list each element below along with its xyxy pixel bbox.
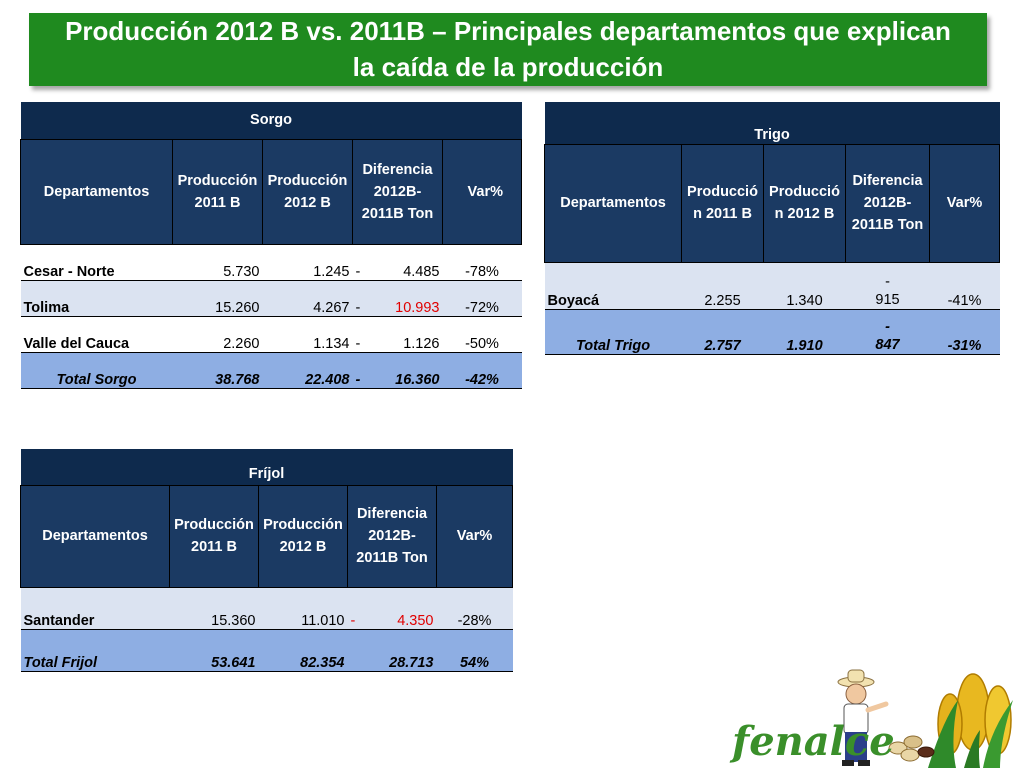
value-2012: 4.267	[262, 280, 353, 317]
frijol-header-2011: Producción 2011 B	[169, 484, 259, 588]
total-2011: 2.757	[681, 308, 764, 355]
dept-name: Cesar - Norte	[20, 244, 173, 281]
value-diff: - 10.993	[352, 280, 443, 317]
diff-sign: -	[355, 263, 361, 280]
total-label: Total Sorgo	[20, 351, 173, 389]
beans-icon	[888, 735, 935, 762]
value-2011: 5.730	[172, 244, 263, 281]
slide-title: Producción 2012 B vs. 2011B – Principale…	[29, 13, 987, 86]
frijol-header-diff: Diferencia 2012B-2011B Ton	[347, 484, 437, 588]
sorgo-caption: Sorgo	[20, 102, 522, 139]
value-diff: - 4.350	[347, 587, 437, 630]
diff-value: 847	[875, 336, 900, 353]
value-2011: 15.260	[172, 280, 263, 317]
sorgo-header-2011: Producción 2011 B	[172, 138, 263, 245]
value-2011: 15.360	[169, 587, 259, 630]
total-2012: 22.408	[262, 351, 353, 389]
corn-icon	[928, 673, 1013, 768]
total-2012: 82.354	[258, 628, 348, 672]
value-2011: 2.260	[172, 316, 263, 353]
frijol-header-var: Var%	[435, 484, 514, 588]
total-2012: 1.910	[763, 308, 846, 355]
value-2012: 1.340	[763, 262, 846, 310]
total-2011: 53.641	[169, 628, 259, 672]
sorgo-header-2012: Producción 2012 B	[262, 138, 353, 245]
diff-value: 915	[875, 291, 900, 308]
value-2012: 11.010	[258, 587, 348, 630]
diff-sign: -	[355, 371, 361, 388]
total-var: -31%	[929, 308, 1000, 355]
value-2012: 1.134	[262, 316, 353, 353]
value-var: -78%	[442, 244, 522, 281]
dept-name: Boyacá	[544, 262, 682, 310]
table-row: Boyacá 2.255 1.340 -915 -41%	[544, 262, 1000, 310]
total-label: Total Frijol	[20, 628, 170, 672]
value-diff: - 4.485	[352, 244, 443, 281]
trigo-header-2011: Producció n 2011 B	[681, 143, 764, 263]
value-var: -41%	[929, 262, 1000, 310]
frijol-caption: Fríjol	[20, 449, 513, 485]
table-row: Tolima 15.260 4.267 - 10.993 -72%	[20, 280, 522, 317]
table-row: Santander 15.360 11.010 - 4.350 -28%	[20, 587, 513, 630]
slide-title-line1: Producción 2012 B vs. 2011B – Principale…	[65, 16, 951, 46]
value-var: -72%	[442, 280, 522, 317]
value-2012: 1.245	[262, 244, 353, 281]
diff-value: 4.485	[403, 263, 440, 280]
fenalce-wordmark: fenalce	[729, 718, 895, 765]
dept-name: Tolima	[20, 280, 173, 317]
table-row: Valle del Cauca 2.260 1.134 - 1.126 -50%	[20, 316, 522, 353]
diff-value: 16.360	[395, 371, 440, 388]
sorgo-header-var: Var%	[442, 138, 522, 245]
diff-sign: -	[355, 335, 361, 352]
trigo-caption: Trigo	[544, 102, 1000, 144]
value-diff: - 1.126	[352, 316, 443, 353]
diff-value: 4.350	[397, 612, 434, 629]
total-label: Total Trigo	[544, 308, 682, 355]
total-row: Total Frijol 53.641 82.354 28.713 54%	[20, 628, 513, 672]
total-diff: -847	[845, 308, 930, 355]
total-row: Total Sorgo 38.768 22.408 - 16.360 -42%	[20, 351, 522, 389]
fenalce-logo: fenalce	[728, 660, 1018, 768]
trigo-header-var: Var%	[928, 143, 1001, 263]
diff-value: 10.993	[395, 299, 440, 316]
value-var: -50%	[442, 316, 522, 353]
diff-sign: -	[885, 318, 890, 335]
value-2011: 2.255	[681, 262, 764, 310]
total-diff: 28.713	[347, 628, 437, 672]
total-2011: 38.768	[172, 351, 263, 389]
total-diff: - 16.360	[352, 351, 443, 389]
slide-title-line2: la caída de la producción	[352, 52, 664, 82]
trigo-header-2012: Producció n 2012 B	[763, 143, 846, 263]
frijol-header-dept: Departamentos	[20, 484, 170, 588]
sorgo-header-dept: Departamentos	[20, 138, 173, 245]
trigo-table: Trigo Departamentos Producció n 2011 B P…	[544, 102, 1001, 355]
sorgo-table: Sorgo Departamentos Producción 2011 B Pr…	[20, 102, 522, 389]
dept-name: Valle del Cauca	[20, 316, 173, 353]
value-diff: -915	[845, 262, 930, 310]
frijol-table: Fríjol Departamentos Producción 2011 B P…	[20, 449, 514, 672]
total-var: 54%	[436, 628, 513, 672]
total-var: -42%	[442, 351, 522, 389]
table-row: Cesar - Norte 5.730 1.245 - 4.485 -78%	[20, 244, 522, 281]
trigo-header-diff: Diferencia 2012B-2011B Ton	[845, 143, 930, 263]
diff-value: 1.126	[403, 335, 440, 352]
sorgo-header-diff: Diferencia 2012B-2011B Ton	[352, 138, 443, 245]
diff-sign: -	[355, 299, 361, 316]
dept-name: Santander	[20, 587, 170, 630]
frijol-header-2012: Producción 2012 B	[258, 484, 348, 588]
value-var: -28%	[436, 587, 513, 630]
total-row: Total Trigo 2.757 1.910 -847 -31%	[544, 308, 1000, 355]
fenalce-logo-graphic: fenalce	[729, 669, 1013, 768]
diff-sign: -	[885, 273, 890, 290]
diff-sign: -	[350, 612, 356, 629]
farmer-icon	[837, 669, 889, 766]
trigo-header-dept: Departamentos	[544, 143, 682, 263]
